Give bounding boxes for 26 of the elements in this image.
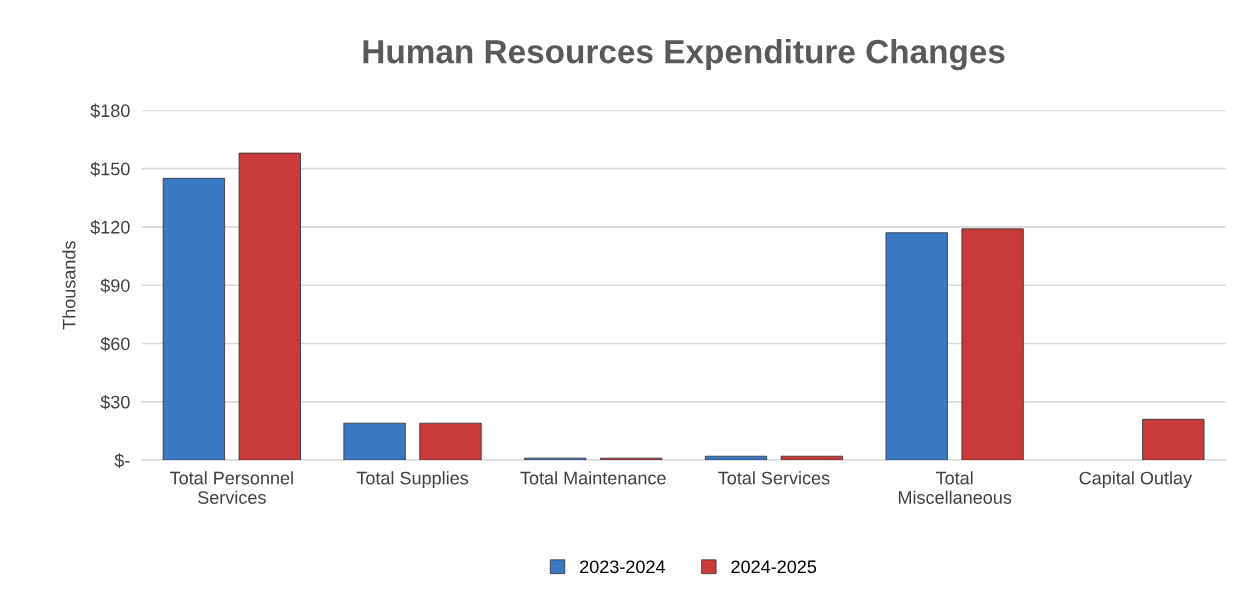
y-tick-label: $150 [90, 161, 130, 177]
y-axis-title: Thousands [62, 241, 76, 330]
bar [704, 455, 768, 461]
x-tick-label: Total Supplies [356, 471, 469, 489]
legend-label: 2024-2025 [731, 560, 817, 574]
y-tick-label: $60 [100, 336, 130, 352]
y-tick-label: $90 [100, 278, 130, 294]
bar [961, 228, 1024, 461]
x-tick-label: Total Miscellaneous [898, 471, 1012, 504]
y-tick-label: $120 [90, 220, 130, 235]
bar [343, 422, 406, 461]
bar [238, 152, 301, 461]
x-tick-label: Total Services [718, 471, 830, 485]
y-tick-label: $180 [90, 103, 130, 119]
x-tick-label: Capital Outlay [1079, 471, 1193, 489]
bar [885, 232, 948, 461]
chart-title: Human Resources Expenditure Changes [363, 38, 1005, 71]
x-tick-label: Total Maintenance [520, 471, 666, 485]
x-tick-label: Total Personnel Services [170, 471, 293, 504]
bar [162, 177, 226, 461]
bar [419, 422, 482, 461]
y-tick-label: $30 [100, 394, 130, 410]
legend-label: 2023-2024 [580, 560, 666, 574]
y-tick-label: $- [114, 453, 130, 468]
bar [1142, 418, 1205, 461]
bar [780, 455, 844, 461]
